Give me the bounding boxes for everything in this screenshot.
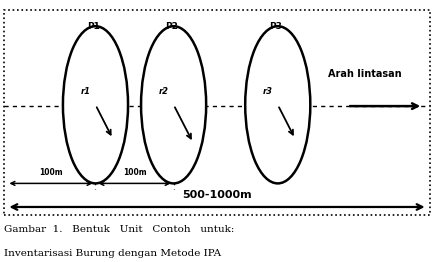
Text: 100m: 100m bbox=[123, 168, 146, 177]
Text: Gambar  1.   Bentuk   Unit   Contoh   untuk:: Gambar 1. Bentuk Unit Contoh untuk: bbox=[4, 225, 235, 234]
Text: Inventarisasi Burung dengan Metode IPA: Inventarisasi Burung dengan Metode IPA bbox=[4, 249, 221, 258]
Bar bbox=[7, 12, 427, 214]
Ellipse shape bbox=[63, 26, 128, 183]
Text: 500-1000m: 500-1000m bbox=[182, 190, 252, 200]
Ellipse shape bbox=[245, 26, 310, 183]
Text: Arah lintasan: Arah lintasan bbox=[328, 69, 401, 79]
Text: P2: P2 bbox=[165, 23, 178, 31]
Text: r1: r1 bbox=[81, 87, 91, 96]
Text: r2: r2 bbox=[159, 87, 169, 96]
Text: P1: P1 bbox=[87, 23, 100, 31]
Ellipse shape bbox=[141, 26, 206, 183]
Text: 100m: 100m bbox=[39, 168, 63, 177]
Bar bbox=[4, 10, 430, 215]
Text: r3: r3 bbox=[263, 87, 273, 96]
Text: P3: P3 bbox=[269, 23, 282, 31]
